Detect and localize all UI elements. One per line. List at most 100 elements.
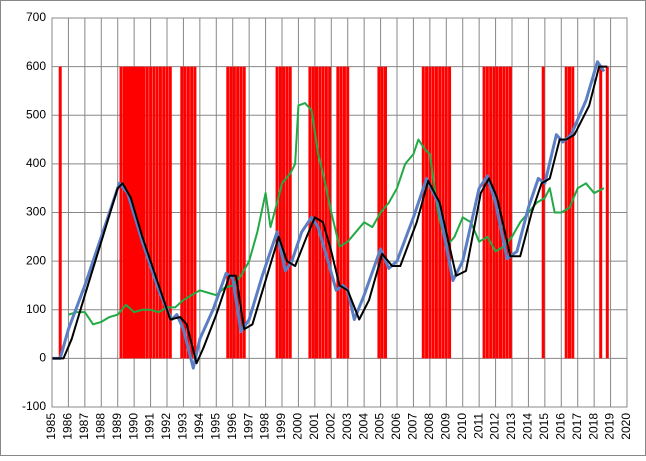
x-tick-label: 2004 (356, 413, 370, 440)
x-tick-label: 1997 (241, 413, 255, 440)
bar (311, 66, 315, 359)
bar (155, 66, 159, 359)
bar (492, 66, 496, 359)
bar (541, 66, 545, 359)
bar (168, 66, 172, 359)
bar (434, 66, 438, 359)
bar (605, 66, 609, 359)
bar (140, 66, 144, 359)
marks (52, 60, 609, 370)
x-tick-label: 2020 (619, 413, 633, 440)
bar (275, 66, 279, 359)
x-tick-label: 1985 (44, 413, 58, 440)
bar (135, 66, 139, 359)
bar (127, 66, 131, 359)
x-tick-label: 1998 (258, 413, 272, 440)
bar (328, 66, 332, 359)
bar (226, 66, 230, 359)
bar (342, 66, 346, 359)
bar (149, 66, 153, 359)
y-tick-label: 500 (26, 107, 46, 121)
bar (448, 66, 452, 359)
x-tick-label: 1996 (225, 413, 239, 440)
bar (119, 66, 123, 359)
bar (242, 66, 246, 359)
x-tick-label: 2018 (586, 413, 600, 440)
bar (564, 66, 568, 359)
bar (339, 66, 343, 359)
bar (288, 66, 292, 359)
y-tick-label: 100 (26, 302, 46, 316)
y-tick-label: 200 (26, 253, 46, 267)
x-tick-label: 2015 (537, 413, 551, 440)
bar (278, 66, 282, 359)
bar (384, 66, 387, 359)
bar (505, 66, 509, 359)
y-tick-label: 700 (26, 10, 46, 24)
x-tick-label: 2003 (340, 413, 354, 440)
bar (489, 66, 493, 359)
x-tick-label: 2012 (488, 413, 502, 440)
bar (425, 66, 429, 359)
x-tick-label: 2010 (455, 413, 469, 440)
bar (428, 66, 432, 359)
bar (599, 66, 603, 359)
x-tick-label: 2011 (471, 413, 485, 439)
x-tick-label: 1989 (110, 413, 124, 440)
bar (193, 66, 197, 359)
x-tick-label: 2016 (553, 413, 567, 440)
bar (285, 66, 289, 359)
x-tick-label: 1986 (61, 413, 75, 440)
bar (180, 66, 184, 359)
bar (568, 66, 571, 359)
bar (152, 66, 156, 359)
bar (137, 66, 141, 359)
x-tick-label: 2014 (521, 413, 535, 440)
bar (125, 66, 129, 359)
x-tick-label: 2002 (323, 413, 337, 440)
x-tick-label: 1993 (176, 413, 190, 440)
bar (145, 66, 149, 359)
bar (421, 66, 425, 359)
bar (58, 66, 62, 359)
x-tick-label: 2009 (438, 413, 452, 440)
bar (318, 66, 322, 359)
bar (377, 66, 381, 359)
x-tick-label: 2006 (389, 413, 403, 440)
y-tick-label: 400 (26, 156, 46, 170)
x-tick-label: 1991 (143, 413, 157, 440)
y-tick-label: 300 (26, 205, 46, 219)
x-tick-label: 2017 (570, 413, 584, 440)
bar (346, 66, 350, 359)
x-tick-label: 2000 (291, 413, 305, 440)
bar (186, 66, 190, 359)
bar (336, 66, 340, 359)
x-tick-label: 2019 (603, 413, 617, 440)
x-tick-label: 1987 (77, 413, 91, 440)
bar (485, 66, 489, 359)
bar (122, 66, 126, 359)
bar (324, 66, 328, 359)
bar (190, 66, 194, 359)
bar (482, 66, 486, 359)
x-tick-label: 2013 (504, 413, 518, 440)
bar (282, 66, 286, 359)
y-tick-label: 600 (26, 59, 46, 73)
x-tick-label: 2007 (406, 413, 420, 440)
y-tick-label: 0 (39, 351, 46, 365)
line (52, 65, 608, 365)
y-tick-label: -100 (22, 399, 46, 413)
line (68, 102, 605, 326)
x-tick-label: 1990 (126, 413, 140, 440)
bar (431, 66, 435, 359)
x-tick-label: 2005 (373, 413, 387, 440)
bar (130, 66, 134, 359)
bar (508, 66, 512, 359)
bar (162, 66, 166, 359)
x-tick-label: 1995 (208, 413, 222, 440)
labels: -100 0 100 200 300 400 500 600 700 1985 1986 1987 19… (22, 10, 633, 440)
bar (236, 66, 240, 359)
bar (239, 66, 243, 359)
x-tick-label: 1992 (159, 413, 173, 440)
